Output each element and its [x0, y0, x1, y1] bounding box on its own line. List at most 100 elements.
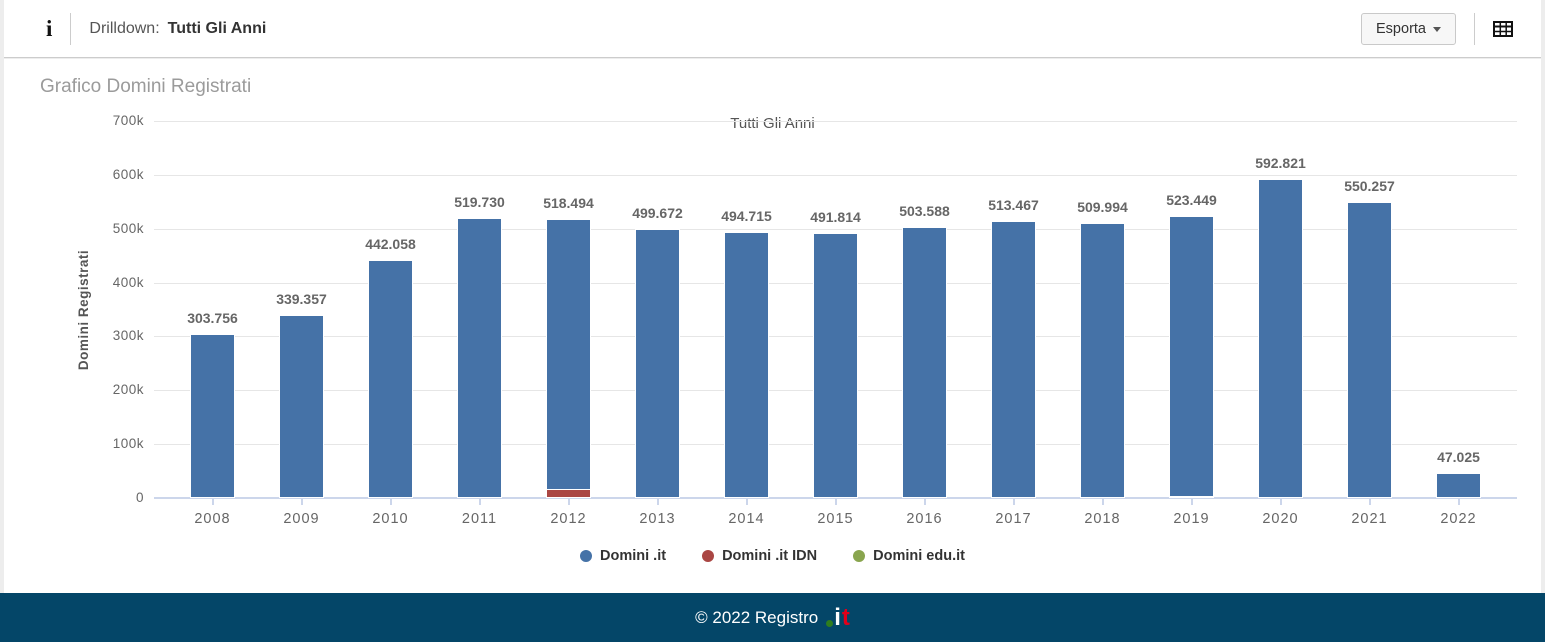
- bar-value-label: 509.994: [1077, 199, 1128, 216]
- logo-letter-t: t: [841, 603, 850, 631]
- legend-label: Domini .it: [600, 548, 667, 564]
- export-button[interactable]: Esporta: [1361, 12, 1456, 45]
- x-axis-label: 2014: [728, 511, 765, 527]
- chart-panel: Grafico Domini Registrati Tutti Gli Anni…: [4, 59, 1541, 593]
- bar-value-label: 518.494: [543, 194, 594, 211]
- x-axis-label: 2011: [461, 511, 498, 527]
- x-axis-label: 2008: [194, 511, 231, 527]
- x-axis-tick: [478, 499, 481, 505]
- chevron-down-icon: [1433, 27, 1441, 32]
- bar-value-label: 523.449: [1166, 192, 1217, 209]
- legend-label: Domini edu.it: [873, 548, 965, 564]
- bar-domini-it[interactable]: [635, 228, 680, 498]
- bar-domini-it[interactable]: [1258, 178, 1303, 498]
- x-axis-tick: [1279, 499, 1282, 505]
- legend-item[interactable]: Domini edu.it: [853, 548, 965, 564]
- bar-domini-it[interactable]: [457, 218, 502, 498]
- bar-domini-it[interactable]: [1169, 216, 1214, 498]
- x-axis-tick: [567, 499, 570, 505]
- bar-value-label: 47.025: [1437, 448, 1480, 465]
- x-axis-tick: [656, 499, 659, 505]
- toolbar-divider: [1474, 12, 1475, 45]
- export-button-label: Esporta: [1376, 20, 1426, 37]
- legend-label: Domini .it IDN: [722, 548, 818, 564]
- gridline: [154, 174, 1517, 176]
- bar-domini-edu-it[interactable]: [1169, 496, 1214, 499]
- x-axis-tick: [389, 499, 392, 505]
- x-axis-label: 2018: [1084, 511, 1121, 527]
- footer: © 2022 Registro i t: [0, 593, 1545, 642]
- x-axis-tick: [1190, 499, 1193, 505]
- toolbar-divider: [70, 12, 72, 45]
- bar-domini-it[interactable]: [813, 233, 858, 498]
- x-axis-line: [154, 497, 1517, 499]
- x-axis-tick: [1457, 499, 1460, 505]
- bar-value-label: 442.058: [365, 235, 416, 252]
- bar-domini-it[interactable]: [1436, 472, 1481, 498]
- bar-domini-it[interactable]: [368, 259, 413, 498]
- bar-value-label: 499.672: [632, 204, 683, 221]
- bar-domini-it[interactable]: [991, 221, 1036, 498]
- copyright-text: © 2022 Registro: [695, 607, 819, 627]
- x-axis-tick: [834, 499, 837, 505]
- y-axis-tick-label: 400k: [112, 274, 144, 290]
- bar-domini-it[interactable]: [546, 218, 591, 498]
- bar-domini-it[interactable]: [279, 315, 324, 498]
- bar-domini-it[interactable]: [724, 231, 769, 498]
- table-view-icon[interactable]: [1493, 20, 1513, 37]
- legend-item[interactable]: Domini .it IDN: [702, 548, 817, 564]
- x-axis-label: 2020: [1262, 511, 1299, 527]
- info-icon[interactable]: i: [46, 16, 53, 41]
- x-axis-tick: [211, 499, 214, 505]
- bar-domini-it[interactable]: [1347, 201, 1392, 498]
- x-axis-label: 2016: [906, 511, 943, 527]
- x-axis-tick: [923, 499, 926, 505]
- x-axis-label: 2022: [1440, 511, 1477, 527]
- x-axis-label: 2017: [995, 511, 1032, 527]
- legend-item[interactable]: Domini .it: [580, 548, 666, 564]
- x-axis-label: 2019: [1173, 511, 1210, 527]
- bar-domini-it-idn[interactable]: [546, 488, 591, 498]
- bar-domini-it[interactable]: [1080, 223, 1125, 498]
- x-axis-label: 2010: [372, 511, 409, 527]
- x-axis-label: 2009: [283, 511, 320, 527]
- chart-title: Tutti Gli Anni: [730, 115, 815, 132]
- y-axis-tick-label: 700k: [112, 113, 144, 128]
- registro-it-logo: i t: [826, 603, 850, 631]
- bar-value-label: 491.814: [810, 209, 861, 226]
- drilldown-value: Tutti Gli Anni: [167, 19, 267, 37]
- bar-value-label: 303.756: [187, 310, 238, 327]
- legend-marker-icon: [853, 550, 866, 562]
- x-axis-label: 2013: [639, 511, 676, 527]
- x-axis-tick: [300, 499, 303, 505]
- toolbar: i Drilldown: Tutti Gli Anni Esporta: [4, 0, 1541, 58]
- gridline: [154, 228, 1517, 230]
- x-axis-tick: [1012, 499, 1015, 505]
- y-axis-tick-label: 100k: [112, 436, 144, 452]
- drilldown-label: Drilldown:: [89, 19, 160, 37]
- bar-domini-it[interactable]: [190, 334, 235, 498]
- logo-green-dot-icon: [826, 619, 834, 627]
- bar-value-label: 494.715: [721, 207, 772, 224]
- bar-value-label: 503.588: [899, 202, 950, 219]
- bar-value-label: 550.257: [1344, 177, 1395, 194]
- x-axis-label: 2021: [1351, 511, 1388, 527]
- bar-value-label: 592.821: [1255, 154, 1306, 171]
- panel-title: Grafico Domini Registrati: [40, 76, 252, 97]
- x-axis-label: 2015: [817, 511, 854, 527]
- bar-value-label: 519.730: [454, 194, 505, 211]
- y-axis-tick-label: 600k: [112, 166, 144, 182]
- bar-domini-it[interactable]: [902, 226, 947, 498]
- y-axis-title: Domini Registrati: [76, 249, 91, 371]
- plot-area: 0 100k 200k 300k 400k 500k 600k 700k 303.756 2008…: [113, 113, 1517, 527]
- y-axis-tick-label: 0: [135, 490, 144, 505]
- x-axis-tick: [1368, 499, 1371, 505]
- y-axis-tick-label: 500k: [112, 220, 144, 236]
- x-axis-tick: [745, 499, 748, 505]
- y-axis-tick-label: 200k: [112, 382, 144, 398]
- gridline: [154, 121, 1517, 122]
- legend: Domini .it Domini .it IDN Domini edu.it: [4, 548, 1541, 564]
- x-axis-label: 2012: [550, 511, 587, 527]
- bar-value-label: 513.467: [988, 197, 1039, 214]
